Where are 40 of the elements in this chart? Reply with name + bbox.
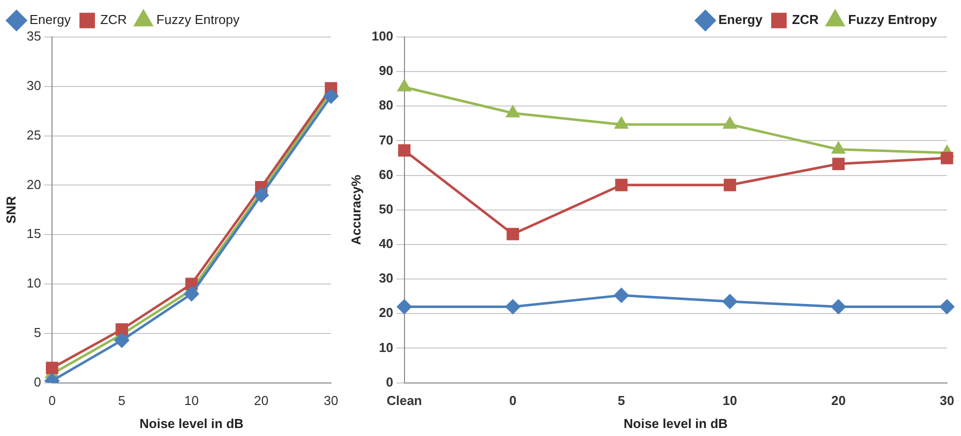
x-tick-label: 20	[254, 393, 268, 408]
x-tick-label: 30	[324, 393, 338, 408]
x-axis-title: Noise level in dB	[140, 416, 244, 431]
y-tick-label: 70	[378, 132, 394, 148]
y-tick-label: 20	[26, 176, 42, 192]
legend-label: Energy	[30, 12, 72, 28]
y-tick-label: 90	[378, 63, 394, 78]
y-tick-label: 10	[26, 276, 42, 291]
y-tick-label: 0	[386, 374, 394, 390]
y-tick-label: 30	[26, 78, 42, 93]
y-tick-label: 50	[378, 201, 394, 216]
legend-label: Energy	[718, 12, 764, 28]
y-tick-label: 80	[378, 98, 394, 113]
x-axis-title: Noise level in dB	[624, 416, 728, 431]
y-axis-title: SNR	[3, 196, 18, 224]
y-tick-label: 100	[372, 28, 394, 44]
y-tick-label: 0	[34, 374, 42, 390]
y-tick-label: 20	[378, 305, 394, 320]
x-tick-label: 10	[722, 393, 738, 408]
y-tick-label: 30	[378, 270, 394, 286]
x-tick-label: 20	[831, 393, 846, 408]
y-axis-title: Accuracy%	[348, 174, 364, 245]
legend-label: ZCR	[100, 12, 127, 28]
y-tick-label: 35	[26, 28, 42, 44]
y-tick-label: 5	[34, 324, 42, 340]
legend-label: Fuzzy Entropy	[848, 12, 938, 28]
y-tick-label: 15	[26, 226, 42, 242]
x-tick-label: 30	[940, 393, 954, 408]
x-tick-label: 5	[118, 393, 126, 408]
x-tick-label: 5	[618, 393, 625, 408]
y-tick-label: 60	[378, 166, 394, 182]
legend-label: Fuzzy Entropy	[156, 12, 240, 28]
y-tick-label: 25	[26, 127, 42, 142]
y-tick-label: 40	[378, 236, 394, 252]
x-tick-label: 0	[509, 393, 516, 408]
x-tick-label: Clean	[386, 393, 422, 408]
x-tick-label: 10	[184, 393, 199, 408]
y-tick-label: 10	[378, 340, 394, 355]
legend-label: ZCR	[792, 12, 820, 28]
x-tick-label: 0	[48, 393, 56, 408]
